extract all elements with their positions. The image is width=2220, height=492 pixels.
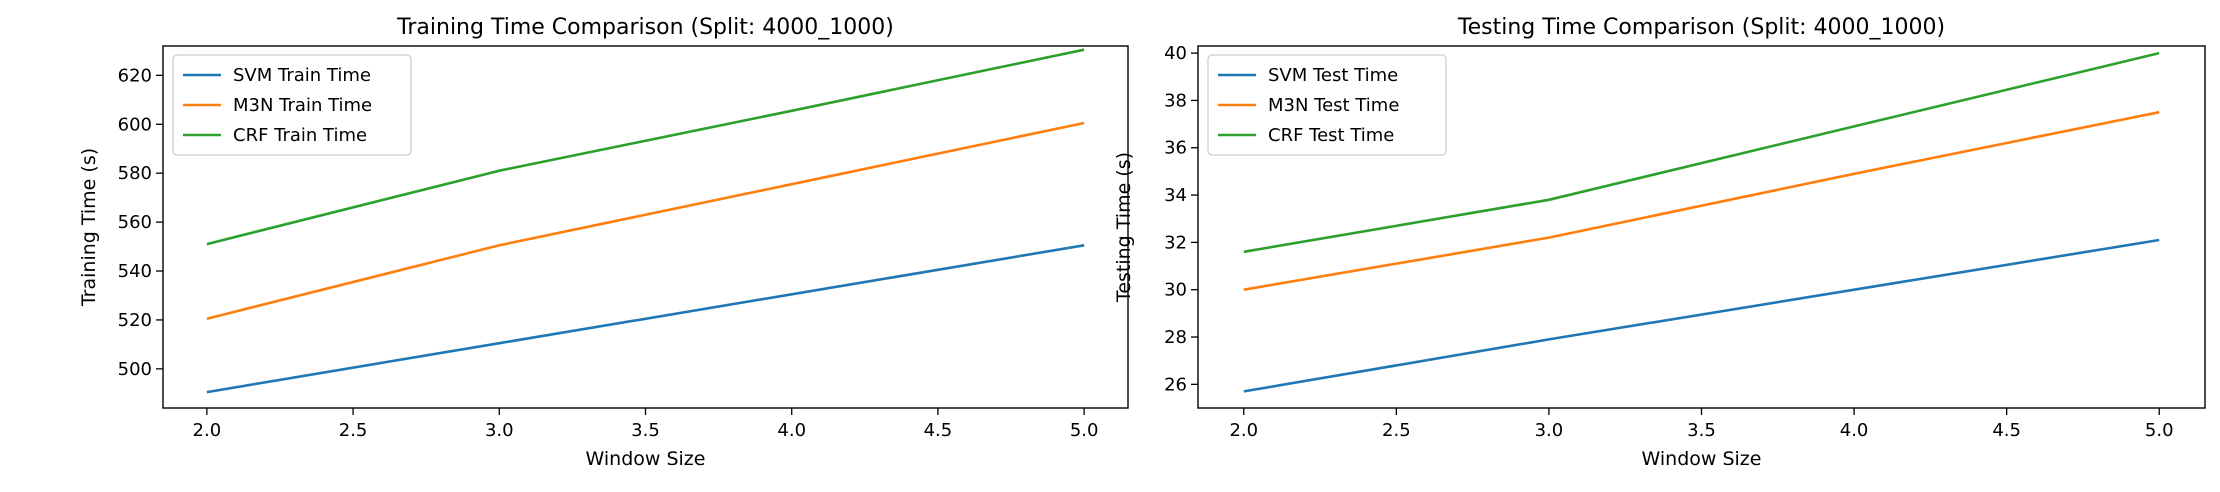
train-legend-label-2: M3N Train Time (233, 95, 372, 116)
train-y-tick-label: 620 (118, 65, 152, 86)
test-series-line-2 (1243, 110, 2160, 291)
train-chart: 2.0 2.5 3.0 3.5 4.0 4.5 5.0 500 520 540 560 580 600 6… (78, 15, 1129, 470)
train-series-line-3 (206, 48, 1085, 246)
test-legend-label-1: SVM Test Time (1268, 65, 1398, 86)
train-y-tick-label: 600 (118, 114, 152, 135)
test-y-tick-label: 30 (1164, 280, 1187, 301)
test-x-tick-label: 5.0 (2145, 420, 2174, 441)
train-x-axis-label: Window Size (586, 448, 706, 470)
test-series-line-1 (1243, 238, 2160, 393)
test-y-tick-label: 38 (1164, 90, 1187, 111)
test-y-tick-label: 28 (1164, 327, 1187, 348)
test-x-tick-label: 4.0 (1840, 420, 1869, 441)
train-y-tick-label: 580 (118, 163, 152, 184)
test-y-tick-label: 36 (1164, 138, 1187, 159)
test-x-tick-label: 2.0 (1229, 420, 1258, 441)
test-x-tick-label: 4.5 (1992, 420, 2021, 441)
train-y-tick-label: 520 (118, 310, 152, 331)
test-legend-label-3: CRF Test Time (1268, 125, 1394, 146)
train-y-tick-label: 560 (118, 212, 152, 233)
test-y-tick-label: 34 (1164, 185, 1187, 206)
train-legend: SVM Train Time M3N Train Time CRF Train Ti… (172, 54, 412, 156)
test-y-tick-label: 26 (1164, 374, 1187, 395)
train-x-tick-label: 4.0 (777, 420, 806, 441)
train-x-tick-label: 3.0 (485, 420, 514, 441)
train-x-tick-label: 2.5 (339, 420, 368, 441)
train-y-axis-label: Training Time (s) (78, 148, 100, 307)
train-y-tick-label: 500 (118, 359, 152, 380)
train-y-tick-label: 540 (118, 261, 152, 282)
test-series-line-3 (1243, 51, 2160, 254)
train-x-tick-label: 3.5 (631, 420, 660, 441)
test-x-tick-label: 3.0 (1535, 420, 1564, 441)
train-legend-box (172, 54, 412, 156)
test-chart-title: Testing Time Comparison (Split: 4000_100… (1457, 15, 1945, 40)
train-x-tick-label: 4.5 (924, 420, 953, 441)
test-x-axis-label: Window Size (1642, 448, 1762, 470)
train-x-tick-label: 2.0 (193, 420, 222, 441)
test-legend: SVM Test Time M3N Test Time CRF Test Time (1207, 54, 1447, 156)
test-y-axis-label: Testing Time (s) (1113, 152, 1135, 303)
test-chart: 2.0 2.5 3.0 3.5 4.0 4.5 5.0 26 28 30 32 34 36 38 40 Tes… (1113, 15, 2206, 470)
test-x-tick-label: 2.5 (1382, 420, 1411, 441)
test-y-tick-label: 32 (1164, 232, 1187, 253)
train-x-tick-label: 5.0 (1070, 420, 1099, 441)
test-legend-label-2: M3N Test Time (1268, 95, 1399, 116)
train-legend-label-3: CRF Train Time (233, 125, 367, 146)
test-x-tick-label: 3.5 (1687, 420, 1716, 441)
test-y-tick-label: 40 (1164, 43, 1187, 64)
train-legend-label-1: SVM Train Time (233, 65, 371, 86)
train-chart-title: Training Time Comparison (Split: 4000_10… (396, 15, 894, 40)
train-series-line-2 (206, 121, 1085, 320)
test-legend-box (1207, 54, 1447, 156)
train-series-line-1 (206, 244, 1085, 394)
